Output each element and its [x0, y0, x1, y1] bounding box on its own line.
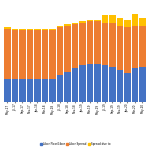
Bar [42, 79, 48, 102]
Bar [124, 73, 131, 102]
Bar [12, 29, 18, 30]
Bar [139, 26, 146, 67]
Bar [102, 65, 108, 102]
Bar [19, 30, 26, 79]
Bar [94, 64, 101, 102]
Bar [34, 30, 41, 79]
Bar [79, 21, 86, 23]
Bar [139, 18, 146, 26]
Bar [57, 26, 63, 27]
Bar [4, 29, 11, 79]
Bar [109, 23, 116, 67]
Bar [27, 79, 33, 102]
Bar [42, 29, 48, 30]
Bar [64, 72, 71, 102]
Bar [4, 27, 11, 29]
Bar [79, 65, 86, 102]
Bar [64, 24, 71, 26]
Bar [49, 30, 56, 79]
Bar [79, 23, 86, 65]
Bar [4, 79, 11, 102]
Bar [87, 20, 93, 21]
Bar [19, 29, 26, 30]
Bar [102, 15, 108, 23]
Bar [102, 23, 108, 65]
Bar [42, 30, 48, 79]
Bar [87, 64, 93, 102]
Bar [109, 67, 116, 102]
Bar [12, 30, 18, 79]
Bar [94, 21, 101, 64]
Bar [72, 23, 78, 24]
Bar [132, 26, 138, 69]
Bar [64, 26, 71, 72]
Bar [49, 79, 56, 102]
Bar [117, 70, 123, 102]
Bar [72, 69, 78, 102]
Bar [34, 79, 41, 102]
Bar [124, 27, 131, 73]
Bar [132, 69, 138, 102]
Bar [94, 20, 101, 21]
Bar [72, 24, 78, 69]
Bar [109, 15, 116, 23]
Legend: Libor Floor/Libor, Libor Spread, Spread due to: Libor Floor/Libor, Libor Spread, Spread … [39, 141, 111, 147]
Bar [87, 21, 93, 64]
Bar [12, 79, 18, 102]
Bar [27, 29, 33, 30]
Bar [19, 79, 26, 102]
Bar [57, 27, 63, 75]
Bar [124, 20, 131, 27]
Bar [117, 18, 123, 26]
Bar [139, 67, 146, 102]
Bar [57, 75, 63, 102]
Bar [49, 29, 56, 30]
Bar [27, 30, 33, 79]
Bar [132, 14, 138, 26]
Bar [34, 29, 41, 30]
Bar [117, 26, 123, 70]
